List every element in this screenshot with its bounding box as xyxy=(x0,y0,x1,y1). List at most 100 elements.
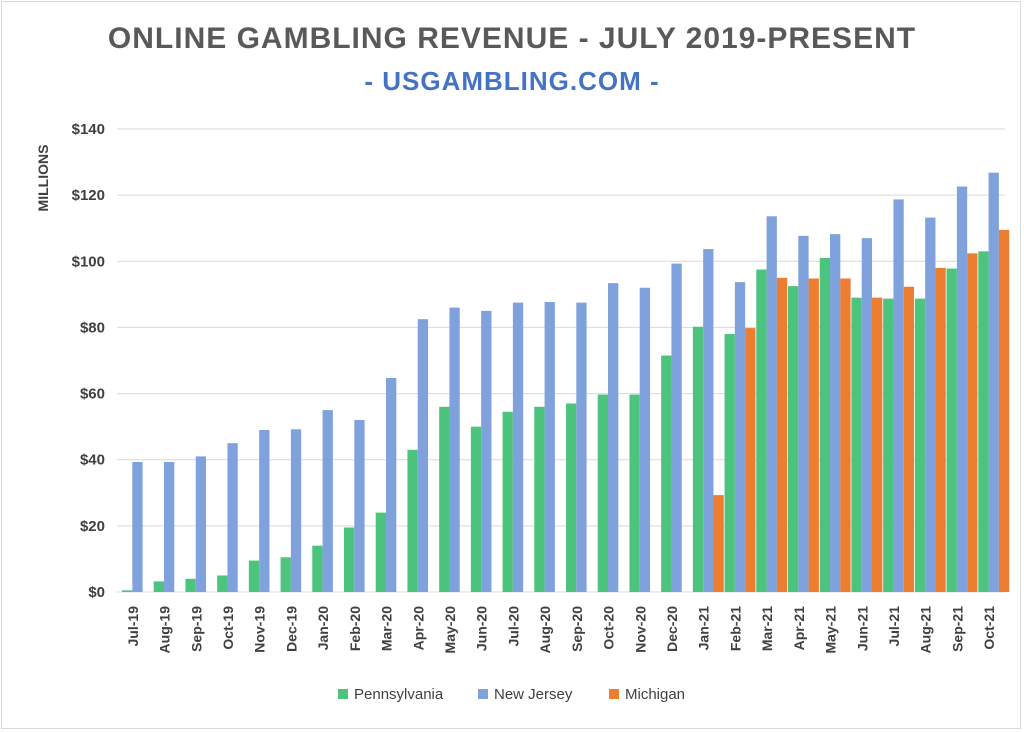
y-tick-label: $140 xyxy=(72,121,105,138)
bar-pennsylvania xyxy=(788,286,799,592)
bar-michigan xyxy=(808,278,819,592)
y-tick-label: $0 xyxy=(88,584,105,601)
x-tick-label: Jul-19 xyxy=(125,606,141,647)
x-tick-label: Jun-21 xyxy=(854,606,870,651)
bar-pennsylvania xyxy=(280,557,291,592)
bar-new-jersey xyxy=(417,319,429,592)
x-tick-label: Oct-20 xyxy=(601,606,617,650)
x-tick-label: Aug-19 xyxy=(157,606,173,654)
x-tick-label: May-21 xyxy=(823,606,839,654)
x-tick-label: Aug-21 xyxy=(918,606,934,654)
legend: Pennsylvania New Jersey Michigan xyxy=(338,686,685,703)
bar-pennsylvania xyxy=(914,298,926,592)
legend-label-new-jersey: New Jersey xyxy=(494,686,573,703)
x-tick-label: Sep-21 xyxy=(949,606,965,652)
bar-new-jersey xyxy=(386,378,397,592)
bar-new-jersey xyxy=(164,462,175,592)
bar-new-jersey xyxy=(861,238,873,592)
x-tick-label: Apr-21 xyxy=(791,606,807,651)
bar-michigan xyxy=(872,297,883,592)
x-tick-label: Mar-21 xyxy=(759,606,775,651)
bar-new-jersey xyxy=(988,172,999,592)
bar-new-jersey xyxy=(956,186,968,592)
bar-new-jersey xyxy=(132,462,143,592)
bar-new-jersey xyxy=(449,307,460,592)
bar-michigan xyxy=(713,495,724,592)
bar-pennsylvania xyxy=(502,411,513,592)
legend-label-michigan: Michigan xyxy=(625,686,685,703)
bar-pennsylvania xyxy=(724,334,735,592)
bar-michigan xyxy=(745,328,756,592)
bar-pennsylvania xyxy=(375,512,387,592)
bar-pennsylvania xyxy=(692,326,704,592)
bar-new-jersey xyxy=(703,249,714,592)
y-axis-ticks: $0 $20 $40 $60 $80 $100 $120 $140 xyxy=(72,121,105,601)
x-tick-label: Dec-20 xyxy=(664,606,680,652)
y-tick-label: $80 xyxy=(80,319,105,336)
x-tick-label: Jan-20 xyxy=(315,606,331,651)
bar-new-jersey xyxy=(608,283,619,592)
y-axis-label: MILLIONS xyxy=(35,145,51,212)
bar-new-jersey xyxy=(576,302,587,592)
x-tick-label: Sep-19 xyxy=(188,606,204,652)
bar-new-jersey xyxy=(830,234,841,592)
x-tick-label: Apr-20 xyxy=(410,606,426,651)
bar-new-jersey xyxy=(227,443,238,592)
legend-label-pennsylvania: Pennsylvania xyxy=(354,686,444,703)
bar-pennsylvania xyxy=(946,268,957,592)
bar-new-jersey xyxy=(893,199,904,592)
bar-new-jersey xyxy=(639,287,651,592)
x-tick-label: Feb-21 xyxy=(727,606,743,651)
bar-new-jersey xyxy=(766,216,777,592)
bar-new-jersey xyxy=(925,217,936,593)
chart-subtitle: - USGAMBLING.COM - xyxy=(364,66,660,96)
bars xyxy=(122,172,1010,593)
legend-swatch-pennsylvania xyxy=(338,689,348,699)
bar-new-jersey xyxy=(734,282,746,592)
bar-new-jersey xyxy=(322,410,333,592)
y-tick-label: $120 xyxy=(72,187,105,204)
bar-pennsylvania xyxy=(534,406,545,592)
bar-pennsylvania xyxy=(597,394,609,592)
bar-pennsylvania xyxy=(851,297,862,592)
x-tick-label: Mar-20 xyxy=(379,606,395,651)
bar-new-jersey xyxy=(798,235,809,592)
x-tick-label: Nov-20 xyxy=(632,606,648,653)
y-tick-label: $100 xyxy=(72,253,105,270)
bar-new-jersey xyxy=(259,429,270,592)
x-tick-label: Feb-20 xyxy=(347,606,363,651)
bar-pennsylvania xyxy=(439,406,450,592)
x-tick-label: Aug-20 xyxy=(537,606,553,654)
x-axis-ticks: Jul-19 Aug-19 Sep-19 Oct-19 Nov-19 Dec-19 Jan-… xyxy=(125,606,997,654)
x-tick-label: Oct-19 xyxy=(220,606,236,650)
bar-new-jersey xyxy=(195,456,207,592)
x-tick-label: Sep-20 xyxy=(569,606,585,652)
bar-pennsylvania xyxy=(344,527,355,592)
legend-swatch-new-jersey xyxy=(478,689,488,699)
x-tick-label: Nov-19 xyxy=(252,606,268,653)
bar-new-jersey xyxy=(354,420,365,592)
chart-title: ONLINE GAMBLING REVENUE - JULY 2019-PRES… xyxy=(107,22,917,55)
bar-michigan xyxy=(998,229,1010,592)
bar-pennsylvania xyxy=(248,560,260,592)
x-tick-label: Jan-21 xyxy=(696,606,712,651)
bar-pennsylvania xyxy=(122,590,133,592)
bar-pennsylvania xyxy=(883,298,894,592)
x-tick-label: Jul-20 xyxy=(505,606,521,647)
bar-new-jersey xyxy=(481,310,492,592)
y-tick-label: $60 xyxy=(80,386,105,403)
bar-pennsylvania xyxy=(978,251,989,592)
bar-new-jersey xyxy=(512,302,524,592)
bar-michigan xyxy=(967,253,978,592)
bar-pennsylvania xyxy=(470,426,482,592)
bar-pennsylvania xyxy=(819,257,831,592)
y-tick-label: $40 xyxy=(80,452,105,469)
bar-pennsylvania xyxy=(629,394,640,592)
bar-new-jersey xyxy=(290,429,302,592)
bar-michigan xyxy=(935,267,946,592)
bar-new-jersey xyxy=(671,263,682,592)
x-tick-label: Jul-21 xyxy=(886,606,902,647)
bar-michigan xyxy=(903,286,915,592)
